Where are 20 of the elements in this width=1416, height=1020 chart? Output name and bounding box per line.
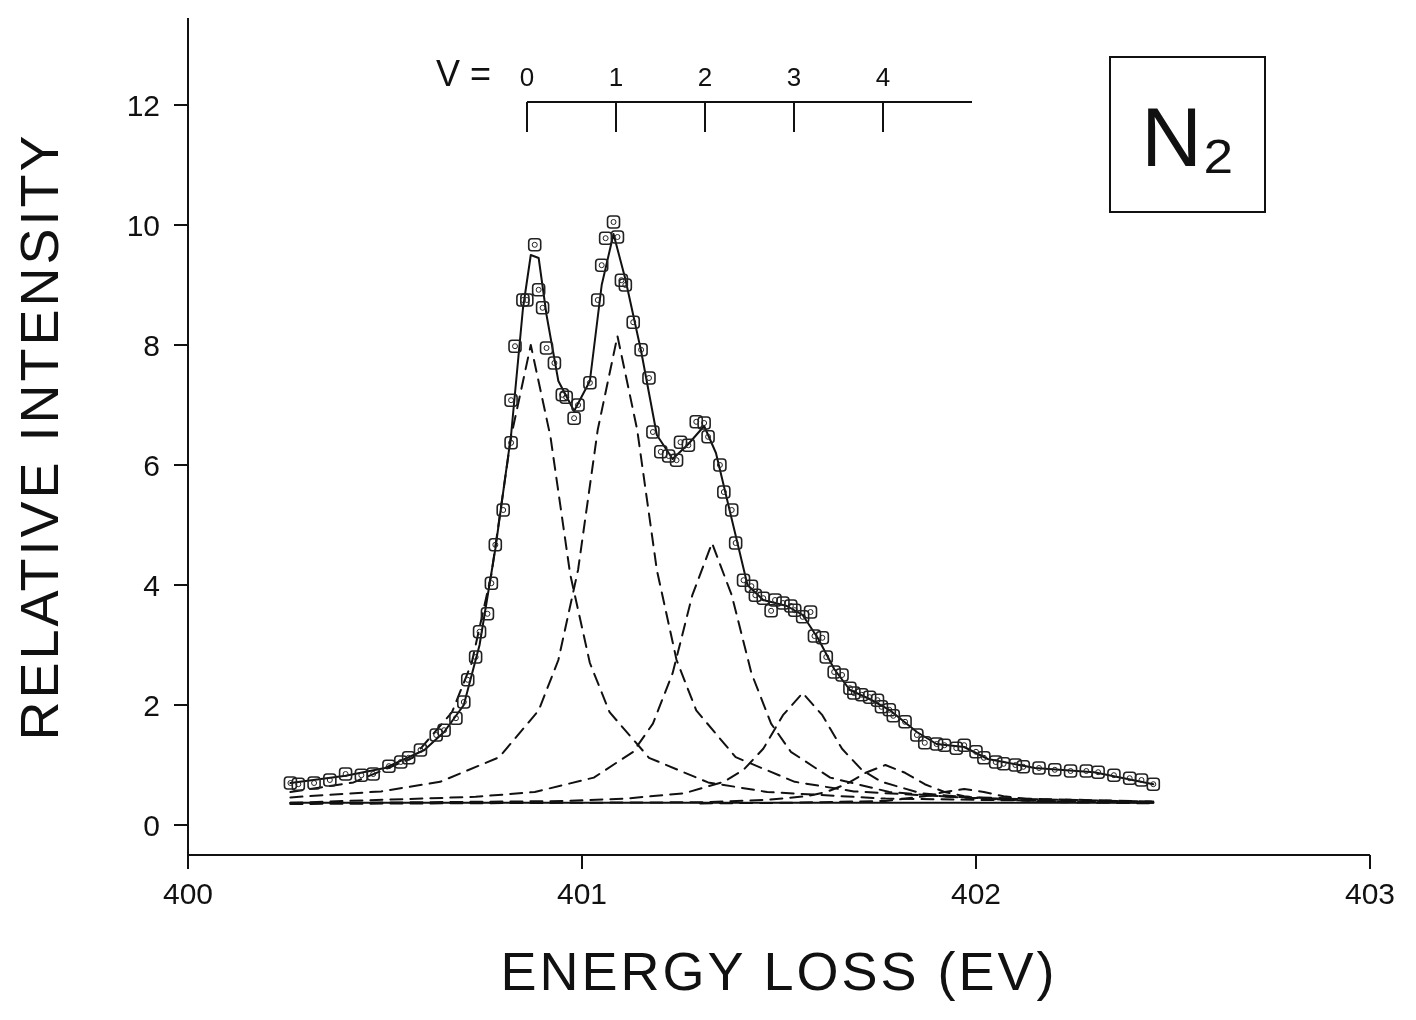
annotation: V =	[435, 53, 491, 94]
y-tick-label: 6	[143, 448, 160, 482]
y-tick-label: 4	[143, 568, 160, 602]
y-tick-label: 12	[126, 88, 160, 122]
y-tick-label: 10	[126, 208, 160, 242]
y-tick-label: 0	[143, 808, 160, 842]
text: N₂	[1141, 90, 1235, 184]
y-tick-label: 2	[143, 688, 160, 722]
annotation: 0	[519, 62, 535, 92]
y-tick-label: 8	[143, 328, 160, 362]
x-tick-label: 403	[1344, 877, 1396, 911]
y-axis-title: RELATIVE INTENSITY	[9, 132, 69, 741]
annotation: 3	[786, 62, 802, 92]
x-tick-label: 400	[162, 877, 214, 911]
annotation: 2	[697, 62, 713, 92]
x-axis-title: ENERGY LOSS (EV)	[500, 941, 1058, 1001]
annotation: 4	[875, 62, 891, 92]
x-tick-label: 401	[556, 877, 608, 911]
x-tick-label: 402	[950, 877, 1002, 911]
annotation: 1	[608, 62, 624, 92]
